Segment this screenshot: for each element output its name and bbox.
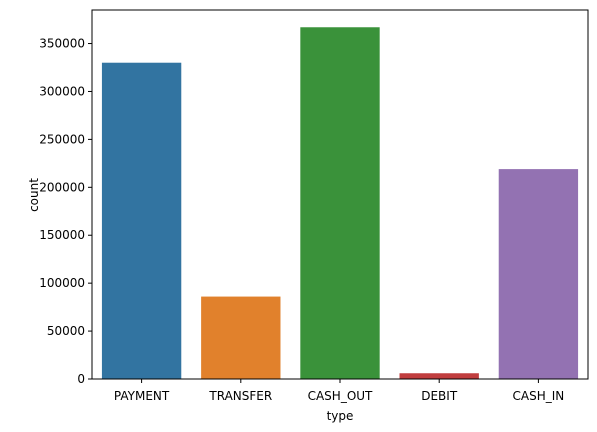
plot-frame bbox=[91, 9, 589, 380]
y-tick-label: 250000 bbox=[39, 132, 85, 146]
y-tick-label: 300000 bbox=[39, 84, 85, 98]
bar-debit bbox=[399, 373, 479, 379]
x-tick-label: TRANSFER bbox=[208, 389, 272, 403]
y-tick-label: 350000 bbox=[39, 37, 85, 51]
x-tick-label: PAYMENT bbox=[114, 389, 170, 403]
bar-cash-out bbox=[300, 27, 380, 379]
x-axis: PAYMENT TRANSFER CASH_OUT DEBIT CASH_IN bbox=[114, 379, 564, 403]
bar-payment bbox=[101, 62, 182, 379]
y-axis-label: count bbox=[27, 178, 41, 212]
x-tick-label: CASH_IN bbox=[513, 389, 565, 403]
y-tick-label: 150000 bbox=[39, 228, 85, 242]
y-tick-label: 0 bbox=[77, 372, 85, 386]
bar-transfer bbox=[201, 296, 281, 379]
y-tick-label: 50000 bbox=[47, 324, 85, 338]
y-tick-label: 200000 bbox=[39, 180, 85, 194]
x-tick-label: CASH_OUT bbox=[308, 389, 373, 403]
y-tick-label: 100000 bbox=[39, 276, 85, 290]
x-tick-label: DEBIT bbox=[421, 389, 458, 403]
bar-cash-in bbox=[498, 169, 579, 379]
x-axis-label: type bbox=[327, 409, 354, 423]
y-axis: 0 50000 100000 150000 200000 250000 300000 3500… bbox=[39, 37, 92, 386]
bars-group bbox=[101, 27, 579, 379]
